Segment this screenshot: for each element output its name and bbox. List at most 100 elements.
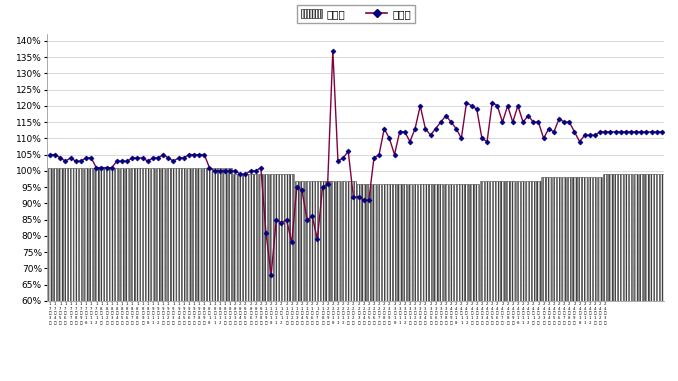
Bar bbox=[68, 168, 73, 301]
Bar bbox=[104, 168, 109, 301]
Bar bbox=[557, 178, 561, 301]
Bar bbox=[546, 178, 551, 301]
Bar bbox=[541, 178, 546, 301]
Bar bbox=[120, 168, 124, 301]
Bar bbox=[166, 168, 171, 301]
Bar bbox=[639, 174, 643, 301]
Bar bbox=[608, 174, 613, 301]
Bar bbox=[94, 168, 98, 301]
Bar bbox=[140, 168, 145, 301]
Bar bbox=[325, 181, 330, 301]
Bar bbox=[644, 174, 649, 301]
Bar bbox=[654, 174, 659, 301]
Bar bbox=[99, 168, 104, 301]
Bar bbox=[562, 178, 567, 301]
Bar bbox=[572, 178, 577, 301]
Bar bbox=[505, 181, 510, 301]
Bar bbox=[300, 181, 304, 301]
Bar bbox=[479, 181, 484, 301]
Bar bbox=[284, 174, 289, 301]
Bar bbox=[243, 174, 247, 301]
Bar bbox=[197, 168, 201, 301]
Bar bbox=[428, 184, 433, 301]
Bar bbox=[83, 168, 88, 301]
Bar bbox=[125, 168, 129, 301]
Bar bbox=[336, 181, 340, 301]
Bar bbox=[218, 168, 222, 301]
Bar bbox=[346, 181, 351, 301]
Bar bbox=[634, 174, 639, 301]
Bar bbox=[290, 174, 294, 301]
Bar bbox=[130, 168, 135, 301]
Bar bbox=[73, 168, 78, 301]
Bar bbox=[469, 184, 474, 301]
Bar bbox=[202, 168, 207, 301]
Bar bbox=[614, 174, 618, 301]
Bar bbox=[320, 181, 325, 301]
Bar bbox=[475, 184, 479, 301]
Bar bbox=[305, 181, 309, 301]
Bar bbox=[454, 184, 458, 301]
Bar bbox=[182, 168, 186, 301]
Bar bbox=[495, 181, 500, 301]
Bar bbox=[356, 184, 361, 301]
Bar bbox=[161, 168, 165, 301]
Bar bbox=[403, 184, 407, 301]
Bar bbox=[624, 174, 629, 301]
Legend: 店舗数, 売上高: 店舗数, 売上高 bbox=[296, 5, 416, 23]
Bar bbox=[567, 178, 572, 301]
Bar bbox=[89, 168, 94, 301]
Bar bbox=[258, 174, 263, 301]
Bar bbox=[109, 168, 114, 301]
Bar bbox=[397, 184, 402, 301]
Bar bbox=[588, 178, 592, 301]
Bar bbox=[315, 181, 320, 301]
Bar bbox=[176, 168, 181, 301]
Bar bbox=[222, 168, 227, 301]
Bar bbox=[511, 181, 515, 301]
Bar bbox=[351, 181, 356, 301]
Bar bbox=[515, 181, 520, 301]
Bar bbox=[115, 168, 119, 301]
Bar bbox=[407, 184, 412, 301]
Bar bbox=[464, 184, 468, 301]
Bar bbox=[449, 184, 454, 301]
Bar bbox=[392, 184, 397, 301]
Bar bbox=[156, 168, 160, 301]
Bar bbox=[598, 178, 603, 301]
Bar bbox=[79, 168, 83, 301]
Bar bbox=[593, 178, 597, 301]
Bar bbox=[151, 168, 155, 301]
Bar bbox=[387, 184, 392, 301]
Bar bbox=[552, 178, 556, 301]
Bar bbox=[413, 184, 418, 301]
Bar bbox=[47, 168, 52, 301]
Bar bbox=[53, 168, 58, 301]
Bar bbox=[443, 184, 448, 301]
Bar bbox=[485, 181, 490, 301]
Bar bbox=[372, 184, 376, 301]
Bar bbox=[536, 181, 541, 301]
Bar bbox=[254, 174, 258, 301]
Bar bbox=[58, 168, 62, 301]
Bar bbox=[341, 181, 345, 301]
Bar bbox=[603, 174, 607, 301]
Bar bbox=[207, 168, 212, 301]
Bar bbox=[500, 181, 505, 301]
Bar bbox=[228, 168, 233, 301]
Bar bbox=[423, 184, 428, 301]
Bar bbox=[629, 174, 633, 301]
Bar bbox=[521, 181, 525, 301]
Bar bbox=[582, 178, 587, 301]
Bar bbox=[418, 184, 422, 301]
Bar bbox=[382, 184, 386, 301]
Bar bbox=[186, 168, 191, 301]
Bar bbox=[274, 174, 279, 301]
Bar bbox=[490, 181, 494, 301]
Bar bbox=[367, 184, 371, 301]
Bar bbox=[248, 174, 253, 301]
Bar bbox=[660, 174, 664, 301]
Bar bbox=[279, 174, 283, 301]
Bar bbox=[577, 178, 582, 301]
Bar bbox=[310, 181, 315, 301]
